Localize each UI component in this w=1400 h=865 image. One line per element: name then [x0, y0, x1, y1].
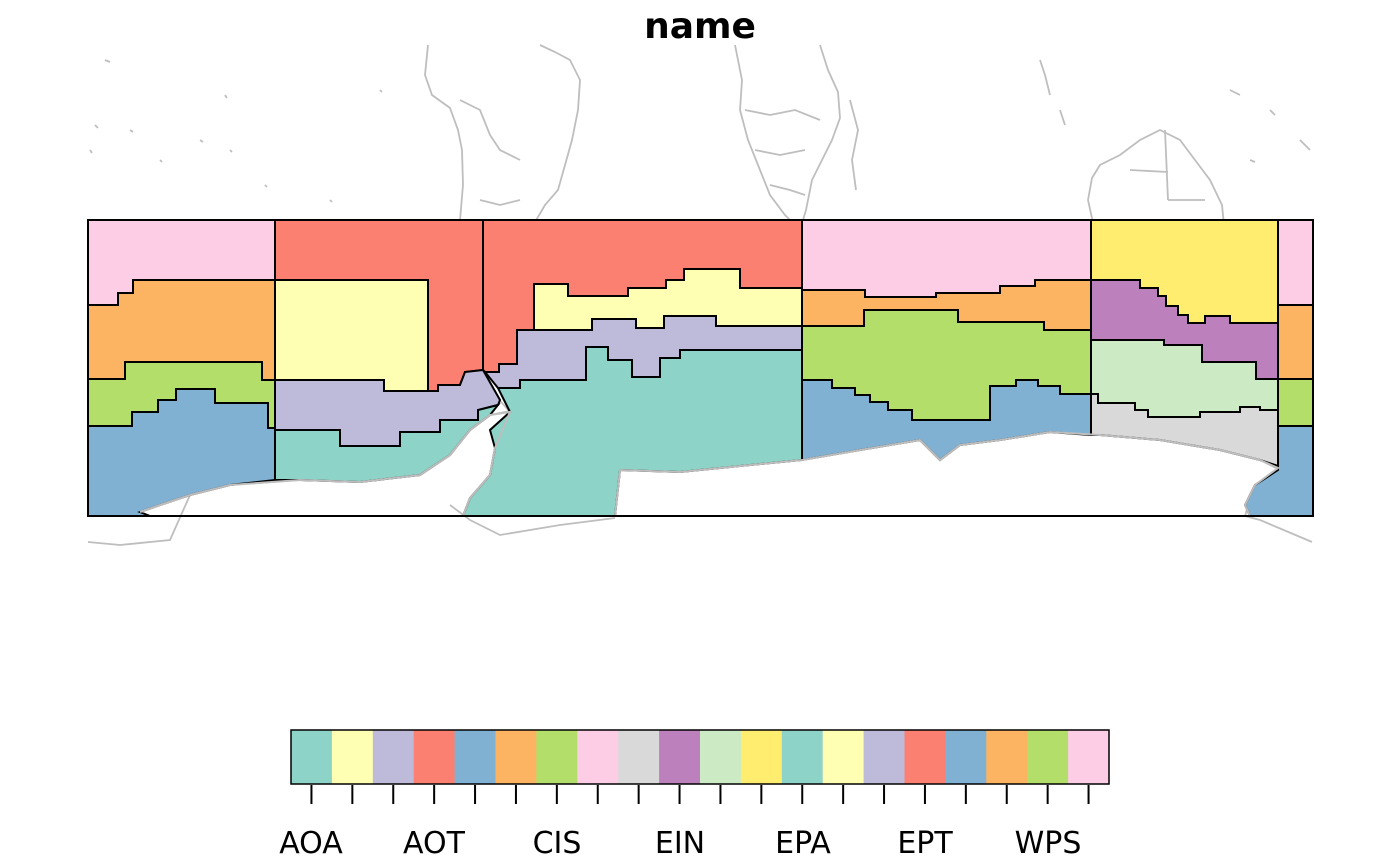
region-yellow-central-a: [274, 279, 429, 392]
legend-swatch: [495, 730, 537, 784]
map-title: name: [644, 6, 756, 47]
coast-overlay-line: [139, 410, 1280, 517]
legend-swatch: [1027, 730, 1069, 784]
islands-scatter: [89, 59, 1311, 203]
legend-label-epa: EPA: [775, 826, 831, 861]
legend-swatch: [413, 730, 456, 784]
legend-swatch: [863, 730, 905, 784]
south-america-borders: [457, 99, 521, 291]
legend-label-aot: AOT: [403, 826, 466, 861]
legend-swatch: [291, 730, 333, 784]
legend-label-aoa: AOA: [279, 826, 343, 861]
australia-borders: [1129, 129, 1205, 201]
region-orange-far-east: [1277, 304, 1314, 380]
legend-swatch: [454, 730, 496, 784]
legend-swatch: [945, 730, 987, 784]
legend-ticks: [310, 785, 1090, 804]
region-pink-far-east: [1277, 219, 1314, 306]
legend-swatch: [740, 730, 783, 784]
africa-borders: [744, 99, 859, 196]
legend-swatches: [291, 730, 1110, 784]
africa-outline: [734, 44, 841, 232]
legend-swatch: [659, 730, 701, 784]
legend-swatch: [372, 730, 415, 784]
legend-label-wps: WPS: [1015, 826, 1082, 861]
legend-swatch: [822, 730, 865, 784]
legend-swatch: [700, 730, 742, 784]
legend-swatch: [618, 730, 660, 784]
legend: AOA AOT CIS EIN EPA EPT WPS: [279, 729, 1110, 861]
map-frame: [87, 219, 1314, 517]
legend-swatch: [904, 730, 946, 784]
antarctic-coast-overlay: [139, 410, 1280, 517]
legend-frame: [290, 729, 1110, 785]
legend-swatch: [781, 730, 824, 784]
region-green-far-east: [1277, 378, 1314, 427]
legend-swatch: [1068, 730, 1110, 784]
legend-label-ein: EIN: [655, 826, 705, 861]
regions: [87, 219, 1314, 517]
legend-label-cis: CIS: [533, 826, 582, 861]
legend-swatch: [536, 730, 578, 784]
legend-swatch: [331, 730, 374, 784]
legend-swatch: [986, 730, 1028, 784]
legend-swatch: [577, 730, 619, 784]
legend-label-ept: EPT: [897, 826, 953, 861]
